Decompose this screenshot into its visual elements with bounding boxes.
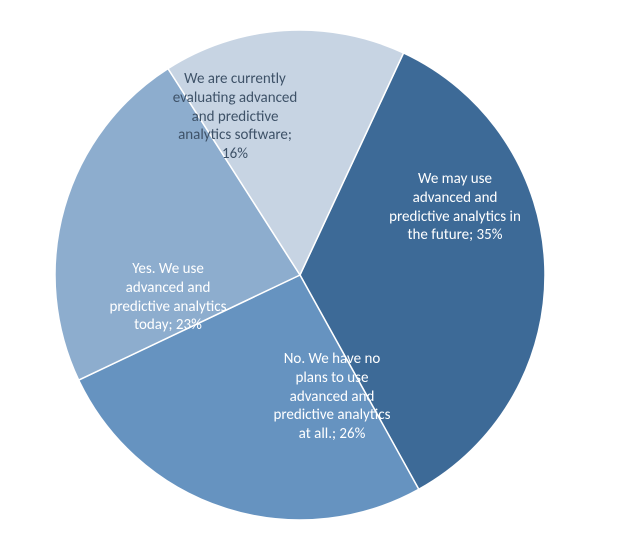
pie-chart: We may use advanced and predictive analy…: [0, 0, 635, 550]
pie-slice-label-yes-today: Yes. We use advanced and predictive anal…: [88, 260, 248, 335]
pie-slice-label-evaluating: We are currently evaluating advanced and…: [150, 70, 320, 164]
pie-slice-label-no-plans: No. We have no plans to use advanced and…: [252, 350, 412, 444]
pie-slice-label-future: We may use advanced and predictive analy…: [370, 170, 540, 245]
